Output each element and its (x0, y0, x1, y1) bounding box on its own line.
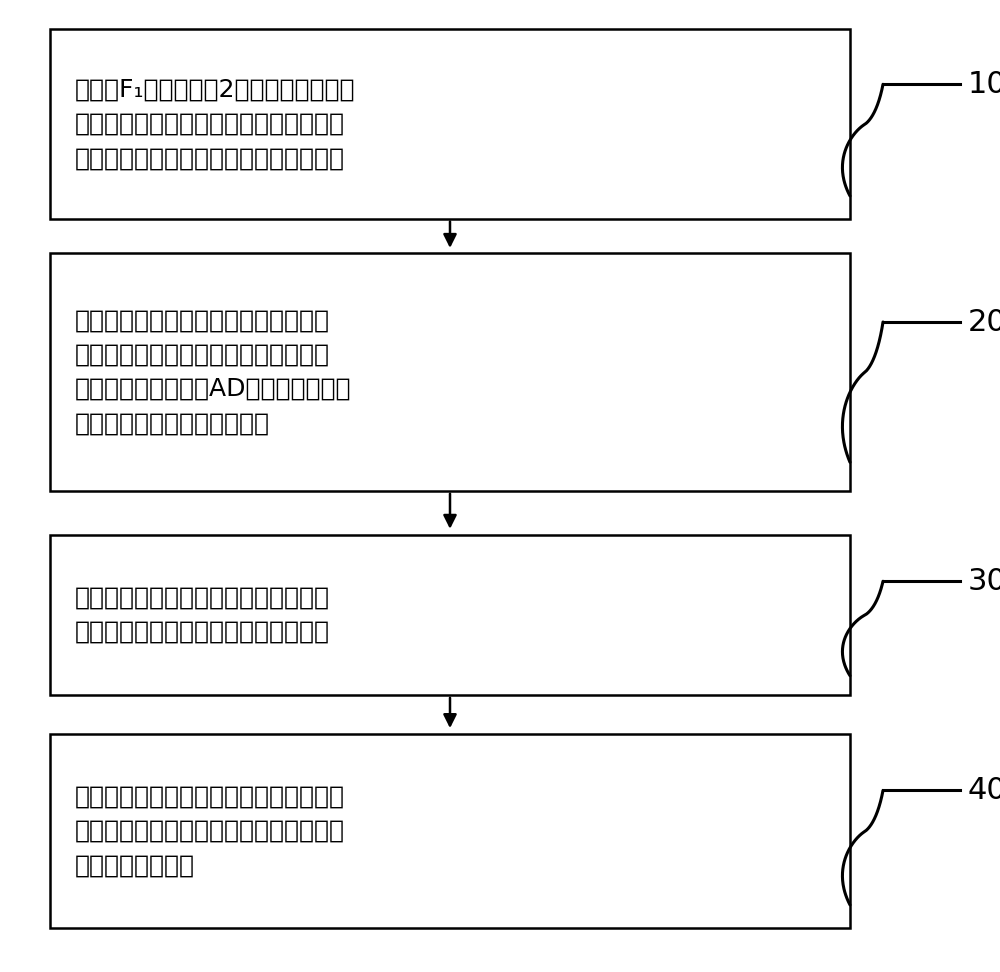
Text: 20: 20 (968, 307, 1000, 336)
Bar (50, 734, 850, 928)
Bar (50, 253, 850, 491)
Text: 设置正弦信号初值、逆矩阵初值，递推
求解信号频率，根据收敛频率消除低频
干扰信号，修正采样AD采样间隔时间，
修正程控滤波器的截止频率。: 设置正弦信号初值、逆矩阵初值，递推 求解信号频率，根据收敛频率消除低频 干扰信号… (75, 308, 352, 435)
Text: 10: 10 (968, 70, 1000, 99)
Text: 根据信号在换向器换向时刻的相位、，计
数器计数脉冲数，干扰脉冲次数，计算校
正后的脉冲计数。: 根据信号在换向器换向时刻的相位、，计 数器计数脉冲数，干扰脉冲次数，计算校 正后… (75, 784, 345, 878)
Bar (50, 535, 850, 695)
Text: 换向信号触发相位计算，构建超定矩阵
，求解信号在换向器换向时刻相位、。: 换向信号触发相位计算，构建超定矩阵 ，求解信号在换向器换向时刻相位、。 (75, 585, 330, 644)
Text: 30: 30 (968, 567, 1000, 596)
Text: 流量计F₁脉冲信号分2路接入工控机的数
据采集卡。一路直接进入，另一路经采集
卡上的程控滤波器处理成正弦信号输入。: 流量计F₁脉冲信号分2路接入工控机的数 据采集卡。一路直接进入，另一路经采集 卡… (75, 78, 356, 170)
Bar (50, 29, 850, 219)
Text: 40: 40 (968, 776, 1000, 805)
